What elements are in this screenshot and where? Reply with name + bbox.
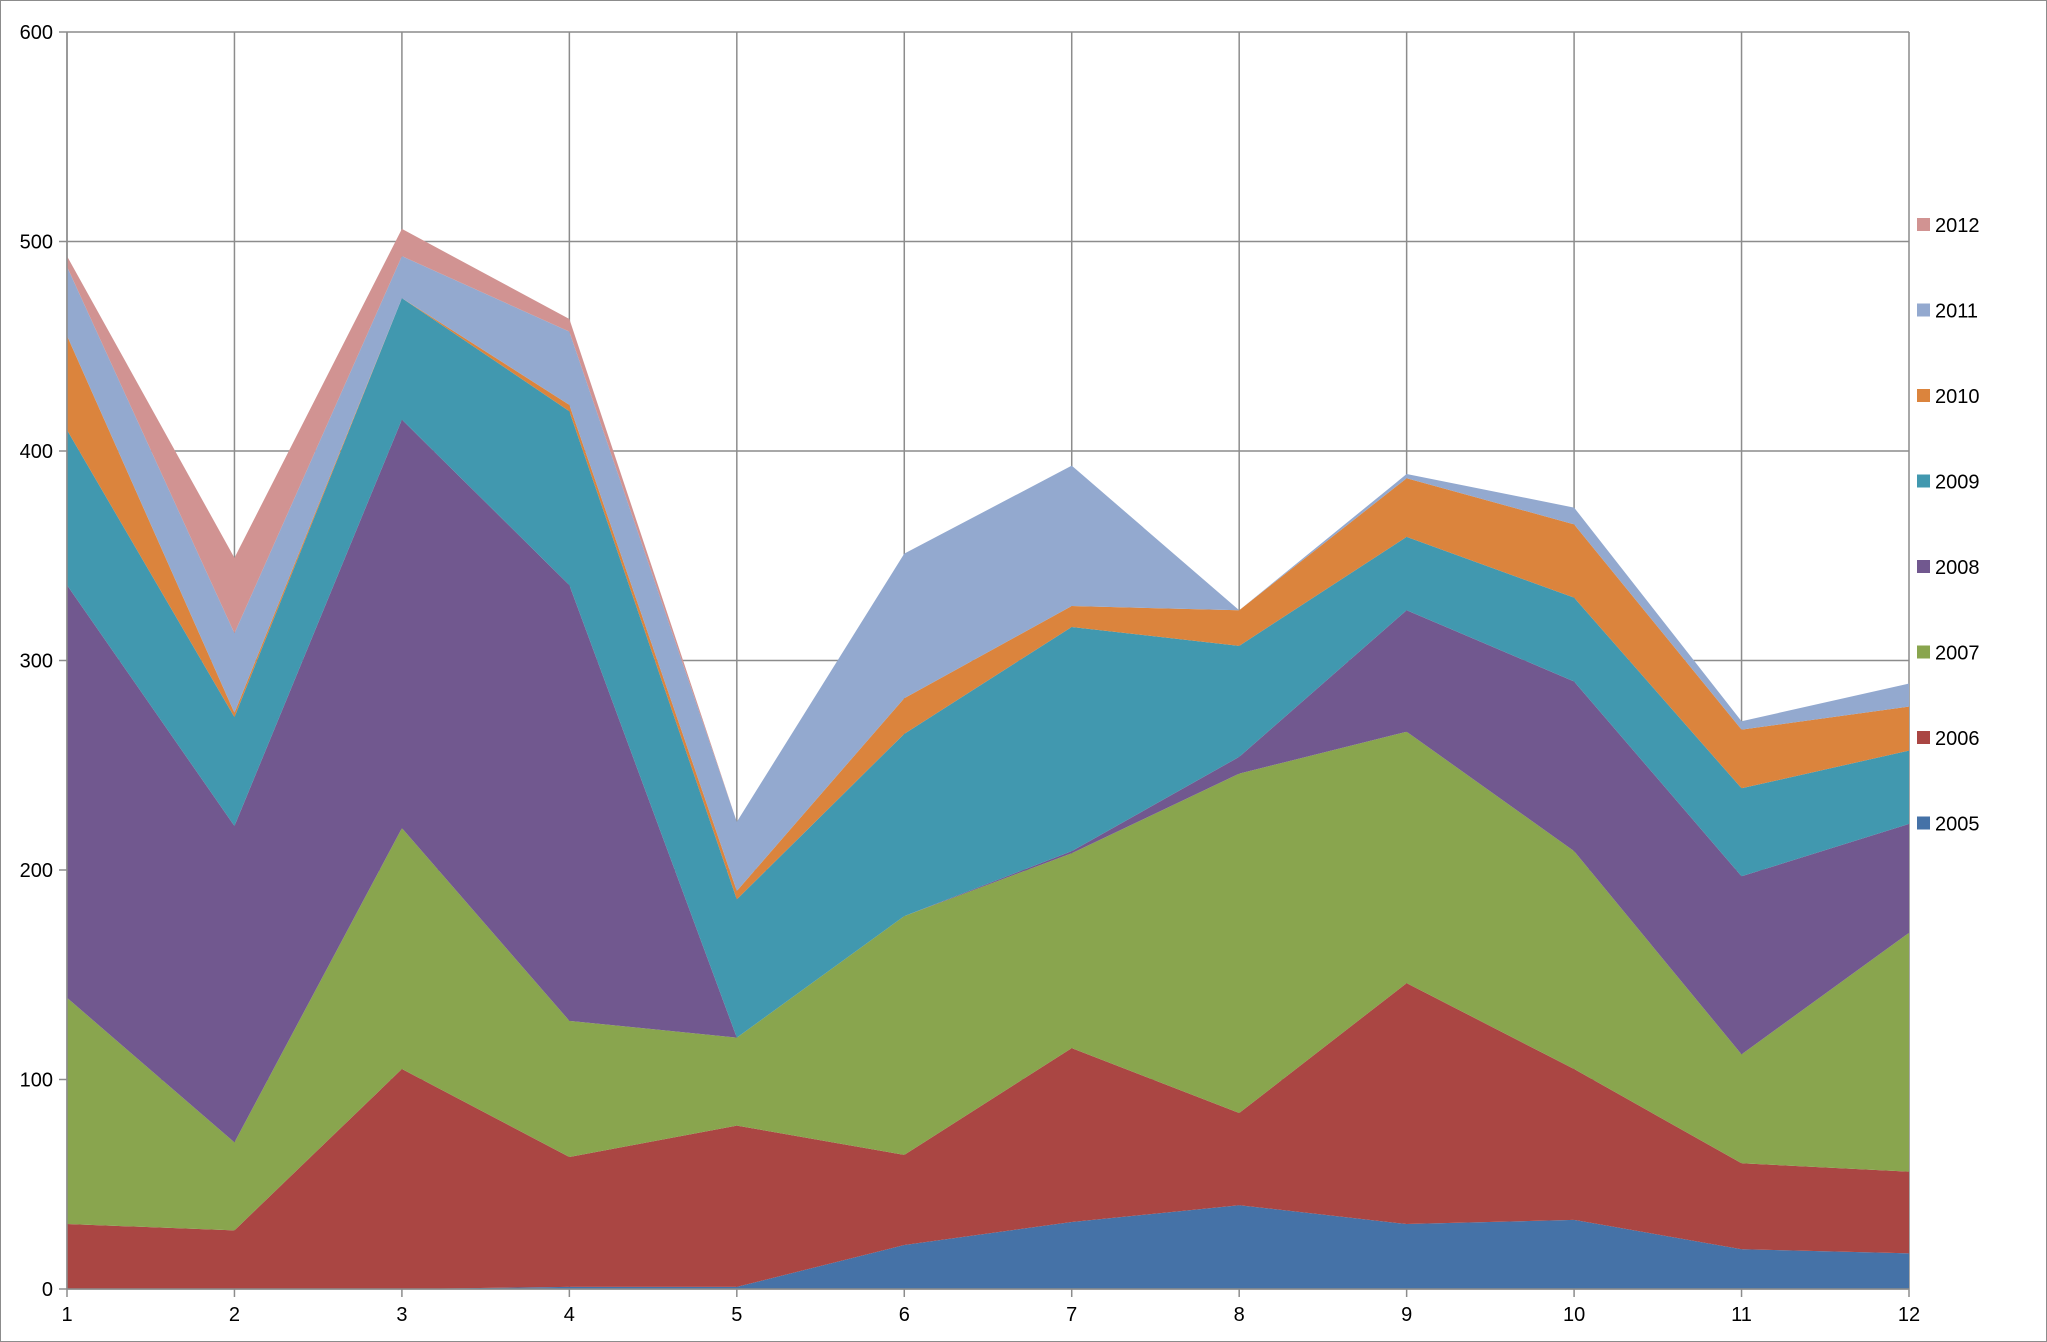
legend-label: 2011 bbox=[1935, 301, 1978, 323]
area-series-2011 bbox=[67, 256, 1909, 891]
x-tick-label: 10 bbox=[1563, 1304, 1585, 1326]
legend-label: 2007 bbox=[1935, 643, 1980, 665]
x-tick-labels: 1 2 3 4 5 6 7 8 9 10 11 12 bbox=[61, 1304, 1920, 1326]
series-areas bbox=[67, 228, 1909, 1289]
y-tick-label: 300 bbox=[20, 651, 53, 673]
area-series-2007 bbox=[67, 731, 1909, 1231]
legend-label: 2005 bbox=[1935, 814, 1980, 836]
legend-item-2007: 2007 bbox=[1917, 643, 1980, 665]
y-tick-label: 500 bbox=[20, 232, 53, 254]
y-tick-label: 600 bbox=[20, 22, 53, 44]
area-series-2008 bbox=[67, 419, 1909, 1143]
x-tick-label: 1 bbox=[61, 1304, 72, 1326]
x-tick-label: 12 bbox=[1898, 1304, 1920, 1326]
legend-swatch bbox=[1917, 731, 1930, 744]
x-tick-label: 9 bbox=[1401, 1304, 1412, 1326]
legend-swatch bbox=[1917, 218, 1930, 231]
legend-swatch bbox=[1917, 816, 1930, 830]
y-tick-label: 100 bbox=[20, 1070, 53, 1092]
area-series-2006 bbox=[67, 983, 1909, 1289]
legend-label: 2006 bbox=[1935, 728, 1980, 750]
legend-label: 2008 bbox=[1935, 557, 1980, 579]
x-tick-label: 5 bbox=[731, 1304, 742, 1326]
x-tick-label: 4 bbox=[564, 1304, 575, 1326]
legend-item-2012: 2012 bbox=[1917, 215, 1980, 237]
x-tick-label: 8 bbox=[1234, 1304, 1245, 1326]
legend-swatch bbox=[1917, 389, 1930, 402]
legend-item-2009: 2009 bbox=[1917, 472, 1980, 494]
x-tick-label: 11 bbox=[1731, 1304, 1752, 1326]
legend-label: 2010 bbox=[1935, 386, 1980, 408]
legend-swatch bbox=[1917, 474, 1930, 488]
legend-swatch bbox=[1917, 645, 1930, 659]
y-tick-labels: 0 100 200 300 400 500 600 bbox=[20, 22, 53, 1301]
legend: 2012 2011 2010 2009 2008 2007 2006 2005 bbox=[1917, 215, 1980, 836]
x-tick-label: 7 bbox=[1066, 1304, 1077, 1326]
y-tick-label: 400 bbox=[20, 441, 53, 463]
y-tick-label: 0 bbox=[42, 1279, 53, 1301]
legend-item-2011: 2011 bbox=[1917, 301, 1978, 323]
axes bbox=[59, 31, 1910, 1297]
x-tick-label: 3 bbox=[396, 1304, 407, 1326]
legend-swatch bbox=[1917, 560, 1930, 573]
legend-item-2005: 2005 bbox=[1917, 814, 1980, 836]
legend-item-2010: 2010 bbox=[1917, 386, 1980, 408]
area-series-2005 bbox=[67, 1205, 1909, 1289]
x-tick-label: 6 bbox=[899, 1304, 910, 1326]
legend-item-2008: 2008 bbox=[1917, 557, 1980, 579]
legend-label: 2009 bbox=[1935, 472, 1980, 494]
area-series-2009 bbox=[67, 298, 1909, 1038]
legend-item-2006: 2006 bbox=[1917, 728, 1980, 750]
legend-label: 2012 bbox=[1935, 215, 1980, 237]
x-tick-label: 2 bbox=[229, 1304, 240, 1326]
y-tick-label: 200 bbox=[20, 860, 53, 882]
legend-swatch bbox=[1917, 303, 1930, 317]
